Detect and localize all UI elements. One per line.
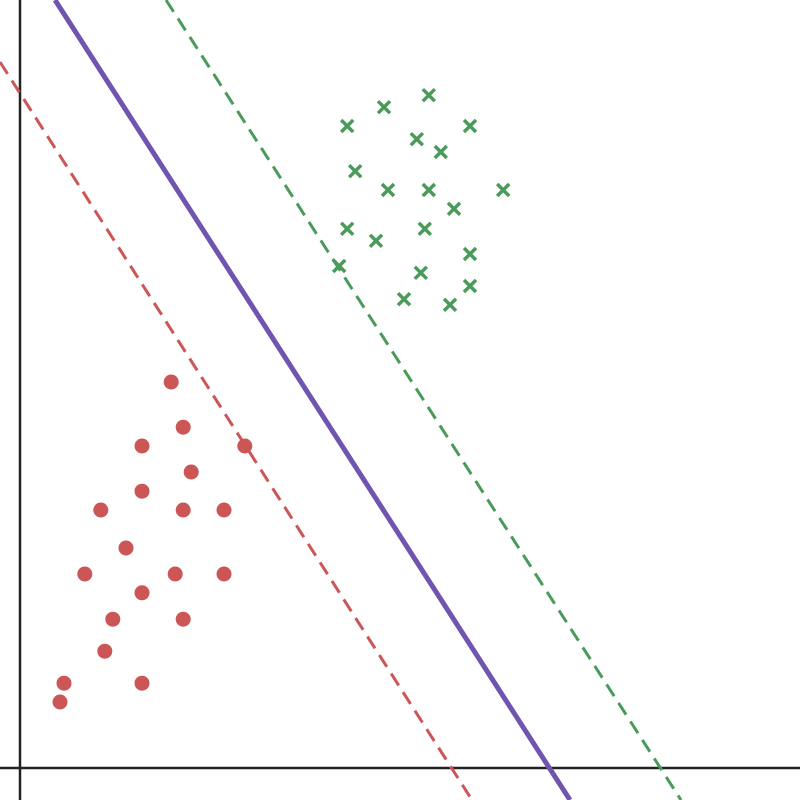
point [175, 419, 191, 435]
point [462, 246, 478, 262]
point [134, 585, 150, 601]
boundary-line [164, 0, 683, 800]
point [216, 502, 232, 518]
point [237, 438, 253, 454]
point [495, 182, 511, 198]
boundary-line [0, 61, 474, 800]
point [442, 297, 458, 313]
point [77, 566, 93, 582]
point [413, 265, 429, 281]
point [462, 118, 478, 134]
point [175, 611, 191, 627]
point [421, 87, 437, 103]
point [462, 278, 478, 294]
point [105, 611, 121, 627]
point [339, 221, 355, 237]
point [396, 291, 412, 307]
point [134, 438, 150, 454]
point [97, 643, 113, 659]
point [175, 502, 191, 518]
point [134, 675, 150, 691]
point [409, 131, 425, 147]
point [376, 99, 392, 115]
point [134, 483, 150, 499]
point [163, 374, 179, 390]
point [421, 182, 437, 198]
point [368, 233, 384, 249]
point [167, 566, 183, 582]
point [347, 163, 363, 179]
point [433, 144, 449, 160]
point [331, 258, 347, 274]
point [417, 221, 433, 237]
point [93, 502, 109, 518]
point [56, 675, 72, 691]
point [52, 694, 68, 710]
point [216, 566, 232, 582]
point [118, 540, 134, 556]
point [183, 464, 199, 480]
point [380, 182, 396, 198]
point [339, 118, 355, 134]
boundary-line [52, 0, 573, 800]
point [446, 201, 462, 217]
